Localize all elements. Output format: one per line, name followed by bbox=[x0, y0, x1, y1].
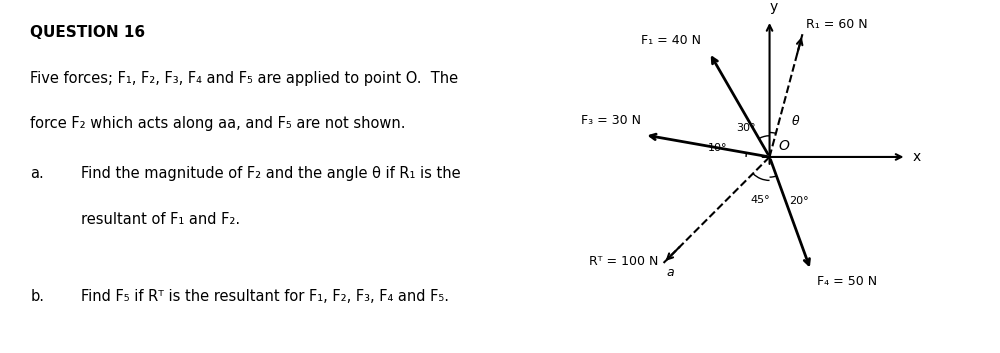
Text: resultant of F₁ and F₂.: resultant of F₁ and F₂. bbox=[81, 212, 241, 227]
Text: force F₂ which acts along aa, and F₅ are not shown.: force F₂ which acts along aa, and F₅ are… bbox=[30, 116, 406, 131]
Text: 20°: 20° bbox=[789, 196, 809, 206]
Text: y: y bbox=[769, 0, 778, 13]
Text: θ: θ bbox=[792, 115, 799, 128]
Text: b.: b. bbox=[30, 289, 44, 304]
Text: 10°: 10° bbox=[708, 143, 727, 154]
Text: 45°: 45° bbox=[750, 195, 770, 205]
Text: Find the magnitude of F₂ and the angle θ if R₁ is the: Find the magnitude of F₂ and the angle θ… bbox=[81, 166, 461, 181]
Text: F₁ = 40 N: F₁ = 40 N bbox=[641, 34, 701, 47]
Text: QUESTION 16: QUESTION 16 bbox=[30, 25, 146, 40]
Text: F₄ = 50 N: F₄ = 50 N bbox=[817, 275, 877, 288]
Text: O: O bbox=[778, 139, 789, 153]
Text: Rᵀ = 100 N: Rᵀ = 100 N bbox=[589, 255, 658, 268]
Text: a: a bbox=[666, 266, 674, 279]
Text: Five forces; F₁, F₂, F₃, F₄ and F₅ are applied to point O.  The: Five forces; F₁, F₂, F₃, F₄ and F₅ are a… bbox=[30, 71, 459, 85]
Text: F₃ = 30 N: F₃ = 30 N bbox=[581, 114, 641, 127]
Text: 30°: 30° bbox=[736, 123, 755, 133]
Text: R₁ = 60 N: R₁ = 60 N bbox=[806, 18, 868, 31]
Text: a.: a. bbox=[30, 166, 44, 181]
Text: x: x bbox=[913, 150, 921, 164]
Text: Find F₅ if Rᵀ is the resultant for F₁, F₂, F₃, F₄ and F₅.: Find F₅ if Rᵀ is the resultant for F₁, F… bbox=[81, 289, 449, 304]
